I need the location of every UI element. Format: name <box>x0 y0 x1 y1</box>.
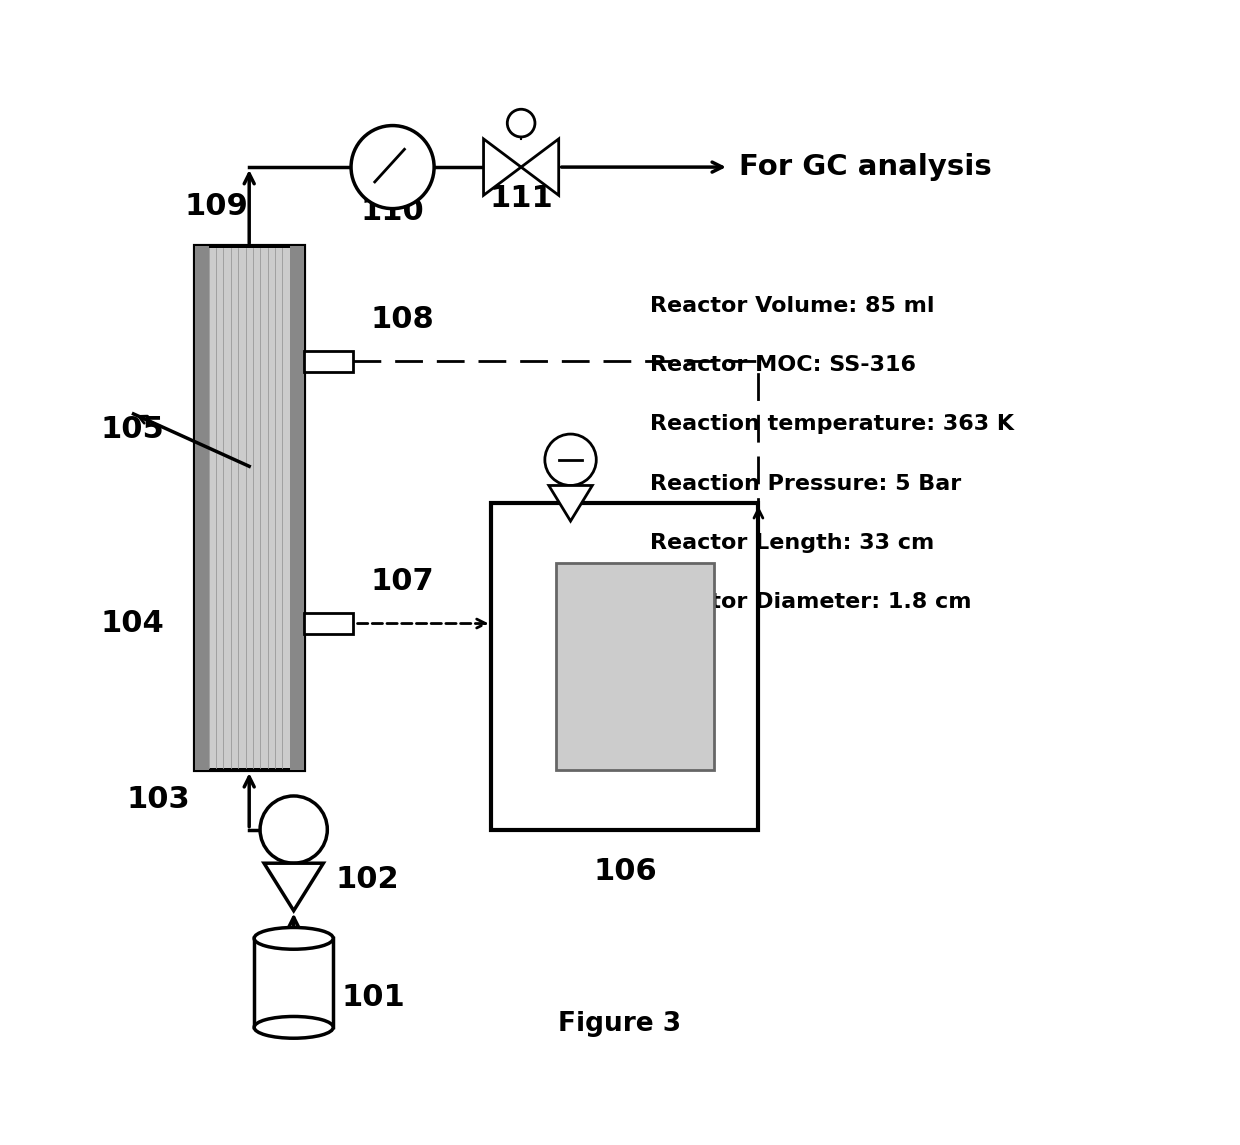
Bar <box>290 246 304 771</box>
Circle shape <box>260 796 327 863</box>
Polygon shape <box>549 485 593 521</box>
Text: 101: 101 <box>341 984 405 1012</box>
Polygon shape <box>264 863 324 910</box>
Text: 106: 106 <box>593 858 657 886</box>
Bar <box>254 939 334 1027</box>
Ellipse shape <box>254 927 334 949</box>
Text: 109: 109 <box>185 192 249 221</box>
Text: Figure 3: Figure 3 <box>558 1011 682 1037</box>
Bar <box>491 504 759 830</box>
Circle shape <box>507 109 534 137</box>
Text: Reaction Pressure: 5 Bar: Reaction Pressure: 5 Bar <box>650 474 961 493</box>
Text: Reactor MOC: SS-316: Reactor MOC: SS-316 <box>650 355 915 374</box>
Polygon shape <box>521 139 559 196</box>
Text: 108: 108 <box>371 305 434 334</box>
Circle shape <box>544 434 596 485</box>
Text: Reactor Length: 33 cm: Reactor Length: 33 cm <box>650 532 934 553</box>
Text: 110: 110 <box>361 197 424 227</box>
Text: Reaction temperature: 363 K: Reaction temperature: 363 K <box>650 414 1013 434</box>
Bar <box>304 613 353 634</box>
Bar <box>304 350 353 372</box>
Bar <box>208 248 290 768</box>
Circle shape <box>351 126 434 208</box>
Text: 105: 105 <box>100 416 165 444</box>
Ellipse shape <box>254 1017 334 1039</box>
Bar <box>195 246 208 771</box>
Bar <box>195 246 304 771</box>
Polygon shape <box>484 139 521 196</box>
Bar <box>556 562 714 771</box>
Text: Reactor Diameter: 1.8 cm: Reactor Diameter: 1.8 cm <box>650 592 971 613</box>
Text: Reactor Volume: 85 ml: Reactor Volume: 85 ml <box>650 295 934 316</box>
Text: 111: 111 <box>490 184 553 213</box>
Text: 107: 107 <box>371 567 434 595</box>
Text: 102: 102 <box>335 864 399 893</box>
Text: 103: 103 <box>126 785 190 814</box>
Text: 104: 104 <box>100 609 165 638</box>
Text: For GC analysis: For GC analysis <box>739 153 992 181</box>
